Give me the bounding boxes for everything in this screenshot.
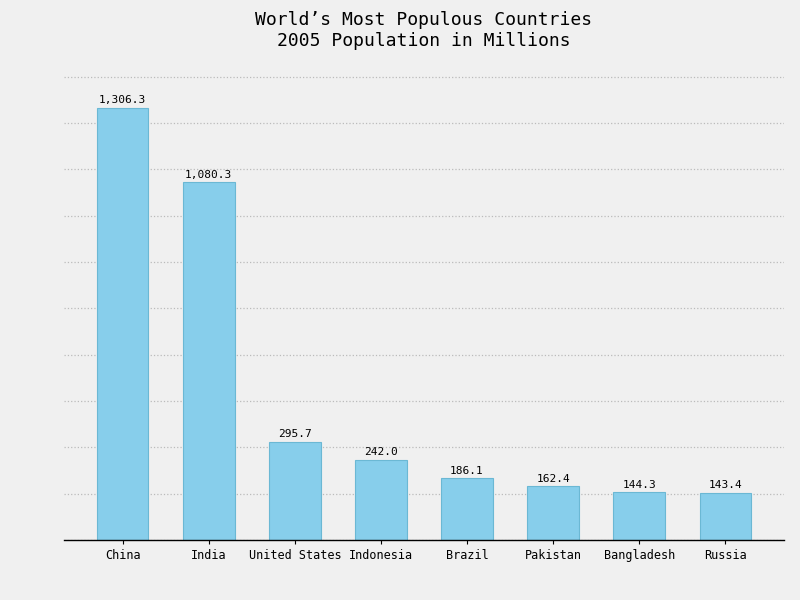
Bar [355, 460, 406, 540]
Bar [442, 478, 493, 540]
Text: 242.0: 242.0 [364, 447, 398, 457]
Bar [97, 107, 149, 540]
Text: 295.7: 295.7 [278, 430, 312, 439]
Bar [699, 493, 751, 540]
Bar [183, 182, 234, 540]
Text: 144.3: 144.3 [622, 479, 656, 490]
Text: 1,306.3: 1,306.3 [99, 95, 146, 105]
Text: 186.1: 186.1 [450, 466, 484, 476]
Text: 143.4: 143.4 [709, 480, 742, 490]
Bar [527, 486, 579, 540]
Text: 1,080.3: 1,080.3 [185, 170, 232, 180]
Bar [614, 492, 665, 540]
Text: 162.4: 162.4 [536, 473, 570, 484]
Bar [269, 442, 321, 540]
Title: World’s Most Populous Countries
2005 Population in Millions: World’s Most Populous Countries 2005 Pop… [255, 11, 593, 50]
